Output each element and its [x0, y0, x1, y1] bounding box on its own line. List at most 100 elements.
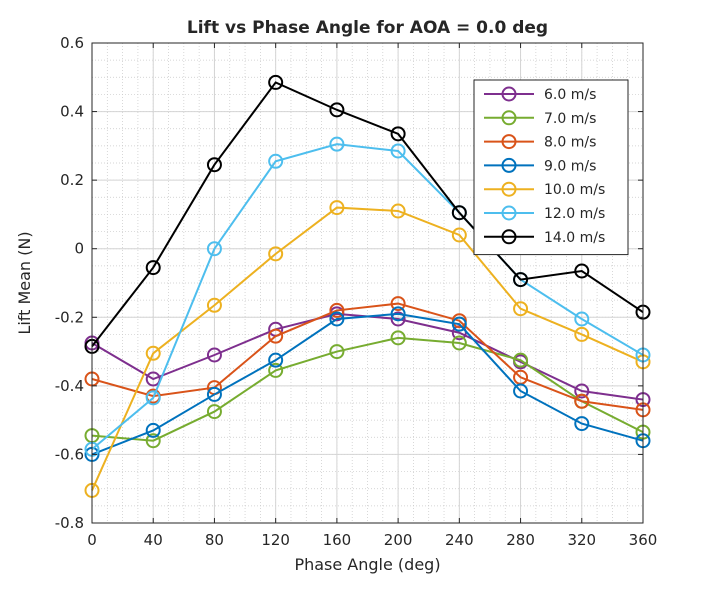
data-point — [574, 416, 590, 432]
data-point — [329, 136, 345, 152]
data-point — [329, 302, 345, 318]
series-line — [91, 302, 644, 411]
legend-swatch-marker — [501, 110, 517, 126]
data-point — [390, 311, 406, 327]
data-point — [145, 433, 161, 449]
legend-item: 12.0 m/s — [484, 205, 605, 222]
x-tick-label: 320 — [567, 531, 596, 549]
data-point — [574, 311, 590, 327]
data-point — [268, 246, 284, 262]
data-point — [268, 153, 284, 169]
y-tick-label: -0.4 — [55, 377, 84, 395]
legend-label: 7.0 m/s — [544, 111, 596, 127]
legend-swatch-marker — [501, 134, 517, 150]
legend-label: 10.0 m/s — [544, 182, 605, 198]
data-point — [513, 272, 529, 288]
data-point — [145, 260, 161, 276]
plot-frame — [91, 42, 644, 524]
series-9-0-m-s — [84, 306, 651, 462]
data-point — [268, 74, 284, 90]
data-point — [206, 157, 222, 173]
series-7-0-m-s — [84, 330, 651, 449]
data-point — [574, 326, 590, 342]
legend-label: 9.0 m/s — [544, 158, 596, 174]
legend-swatch-marker — [501, 86, 517, 102]
legend-label: 8.0 m/s — [544, 135, 596, 151]
y-tick-label: 0.2 — [60, 171, 84, 189]
data-point — [390, 126, 406, 142]
data-point — [390, 203, 406, 219]
data-point — [390, 330, 406, 346]
data-point — [513, 301, 529, 317]
y-tick-label: -0.6 — [55, 445, 84, 463]
legend: 6.0 m/s 7.0 m/s 8.0 m/s 9.0 m/s 10.0 m/s 12.0… — [473, 79, 629, 256]
data-point — [513, 352, 529, 368]
data-point — [451, 227, 467, 243]
data-point — [268, 328, 284, 344]
data-point — [145, 390, 161, 406]
data-point — [451, 316, 467, 332]
series-line — [91, 206, 644, 491]
legend-label: 12.0 m/s — [544, 206, 605, 222]
series-line — [91, 143, 644, 451]
data-point — [451, 205, 467, 221]
x-axis-label: Phase Angle (deg) — [294, 555, 440, 574]
data-point — [513, 383, 529, 399]
legend-box — [473, 79, 629, 256]
legend-swatch-marker — [501, 205, 517, 221]
legend-item: 10.0 m/s — [484, 181, 605, 198]
x-tick-label: 40 — [144, 531, 163, 549]
chart-title: Lift vs Phase Angle for AOA = 0.0 deg — [187, 18, 548, 38]
data-point — [206, 404, 222, 420]
legend-swatch-marker — [501, 157, 517, 173]
legend-label: 6.0 m/s — [544, 87, 596, 103]
data-point — [145, 345, 161, 361]
data-point — [390, 296, 406, 312]
y-tick-label: -0.2 — [55, 308, 84, 326]
x-tick-label: 80 — [205, 531, 224, 549]
legend-item: 8.0 m/s — [484, 134, 596, 151]
data-point — [206, 241, 222, 257]
series-line — [91, 312, 644, 456]
x-tick-label: 240 — [445, 531, 474, 549]
data-point — [206, 297, 222, 313]
legend-item: 9.0 m/s — [484, 157, 596, 174]
data-point — [206, 386, 222, 402]
x-tick-label: 0 — [87, 531, 97, 549]
data-point — [329, 200, 345, 216]
legend-item: 7.0 m/s — [484, 110, 596, 127]
data-point — [145, 371, 161, 387]
data-point — [268, 362, 284, 378]
data-point — [329, 102, 345, 118]
x-tick-label: 200 — [384, 531, 413, 549]
x-tick-label: 120 — [261, 531, 290, 549]
y-axis-label: Lift Mean (N) — [15, 231, 34, 334]
data-point — [574, 393, 590, 409]
data-point — [268, 352, 284, 368]
axis-ticks: 0 40 80 120 160 200 240 280 320 360 -0.8 -0.6 -0.4 -0… — [55, 34, 658, 549]
data-point — [451, 335, 467, 351]
data-point — [329, 344, 345, 360]
x-tick-label: 280 — [506, 531, 535, 549]
data-point — [390, 143, 406, 159]
data-point — [206, 347, 222, 363]
data-point — [574, 263, 590, 279]
legend-label: 14.0 m/s — [544, 230, 605, 246]
data-point — [574, 383, 590, 399]
series-line — [91, 336, 644, 442]
y-tick-label: 0.4 — [60, 103, 84, 121]
x-tick-label: 160 — [323, 531, 352, 549]
data-point — [329, 311, 345, 327]
x-tick-label: 360 — [629, 531, 658, 549]
y-tick-label: 0.6 — [60, 34, 84, 52]
y-tick-label: 0 — [74, 240, 84, 258]
data-point — [390, 306, 406, 322]
series-line — [91, 81, 644, 348]
legend-item: 6.0 m/s — [484, 86, 596, 103]
legend-item: 14.0 m/s — [484, 229, 605, 246]
legend-swatch-marker — [501, 229, 517, 245]
y-tick-label: -0.8 — [55, 514, 84, 532]
legend-swatch-marker — [501, 181, 517, 197]
data-point — [145, 422, 161, 438]
